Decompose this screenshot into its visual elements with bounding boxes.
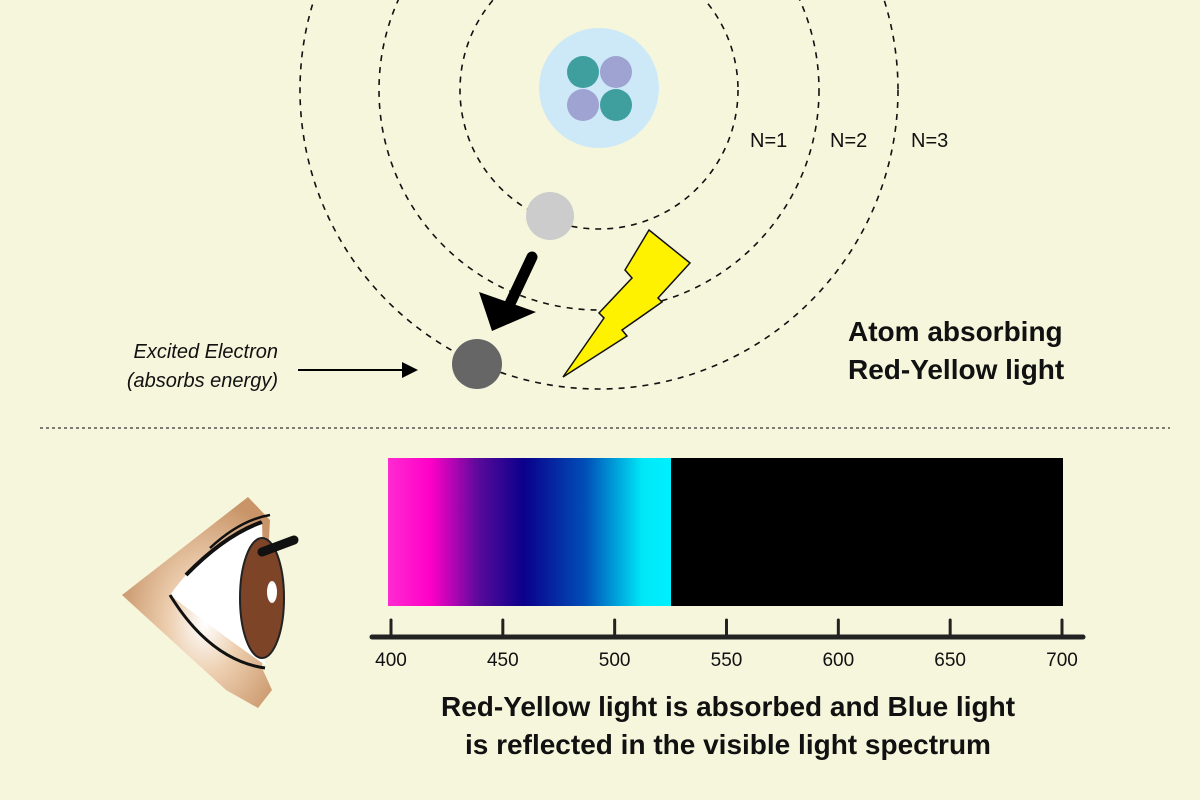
orbit-n2 [378, 0, 820, 311]
absorbed-spectrum [671, 458, 1063, 606]
neutron [567, 89, 599, 121]
orbit-n1 [459, 0, 739, 230]
caption-line: is reflected in the visible light spectr… [465, 729, 991, 760]
atom-title: Atom absorbing Red-Yellow light [848, 313, 1064, 389]
orbits [299, 0, 899, 390]
orbit-n3 [299, 0, 899, 390]
tick-label: 700 [1046, 650, 1078, 671]
atom-title-line: Red-Yellow light [848, 354, 1065, 385]
ground-electron [526, 192, 574, 240]
orbit-label-n3: N=3 [911, 130, 949, 152]
caption: Red-Yellow light is absorbed and Blue li… [328, 688, 1128, 764]
nucleus [539, 28, 659, 148]
excited-electron [452, 339, 502, 389]
proton [567, 56, 599, 88]
lightning-bolt-icon [562, 228, 692, 378]
eye-icon [122, 497, 299, 708]
excited-electron-label: Excited Electron (absorbs energy) [18, 338, 278, 396]
tick-label: 400 [375, 650, 407, 671]
neutron [600, 56, 632, 88]
transition-arrow [479, 251, 538, 331]
orbit-label-n2: N=2 [830, 130, 868, 152]
tick-label: 500 [598, 650, 631, 671]
caption-line: Red-Yellow light is absorbed and Blue li… [440, 691, 1016, 722]
electron-label-line: Excited Electron [133, 341, 278, 363]
tick-label: 450 [486, 650, 519, 671]
tick-label: 600 [822, 650, 855, 671]
proton [600, 89, 632, 121]
tick-label: 650 [934, 650, 966, 671]
orbit-label-n1: N=1 [750, 130, 788, 152]
spectrum-axis [369, 618, 1086, 640]
electron-label-line: (absorbs energy) [126, 370, 278, 392]
tick-label: 550 [710, 650, 743, 671]
reflected-spectrum [388, 458, 671, 606]
atom-title-line: Atom absorbing [848, 316, 1063, 347]
electron-pointer-arrow [298, 362, 418, 378]
